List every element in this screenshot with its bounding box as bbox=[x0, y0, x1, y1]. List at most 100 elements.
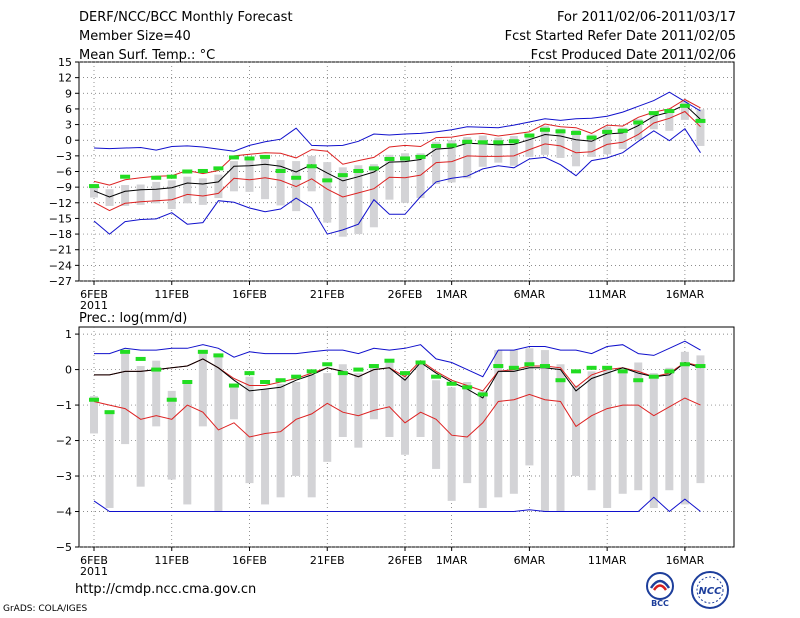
precipitation-xtick-6FEB: 6FEB bbox=[80, 554, 108, 567]
temperature-observed-12 bbox=[275, 168, 286, 173]
temperature-bar-18 bbox=[369, 164, 378, 228]
precipitation-bar-39 bbox=[696, 355, 705, 484]
temperature-ytick-0: 0 bbox=[65, 134, 72, 147]
temperature-ytick--21: −21 bbox=[49, 244, 72, 257]
temperature-observed-30 bbox=[555, 129, 566, 134]
temperature-observed-25 bbox=[477, 140, 488, 145]
temperature-observed-18 bbox=[368, 166, 379, 171]
temperature-bar-1 bbox=[105, 189, 114, 206]
precipitation-ytick-1: 1 bbox=[65, 328, 72, 341]
precipitation-bar-14 bbox=[307, 374, 316, 498]
temperature-bar-39 bbox=[696, 109, 705, 146]
temperature-xtick-11FEB: 11FEB bbox=[154, 288, 189, 301]
temperature-observed-4 bbox=[151, 175, 162, 180]
precipitation-xtick-year: 2011 bbox=[80, 565, 108, 578]
temperature-bar-2 bbox=[121, 185, 130, 206]
temperature-ytick-3: 3 bbox=[65, 119, 72, 132]
precipitation-observed-22 bbox=[431, 374, 442, 379]
precipitation-bar-8 bbox=[214, 353, 223, 512]
temperature-observed-26 bbox=[493, 140, 504, 145]
member-size: Member Size=40 bbox=[79, 29, 191, 44]
temperature-bar-15 bbox=[323, 162, 332, 223]
temperature-observed-15 bbox=[322, 178, 333, 183]
precipitation-observed-27 bbox=[508, 365, 519, 370]
precipitation-bar-5 bbox=[167, 390, 176, 480]
precipitation-xtick-16FEB: 16FEB bbox=[232, 554, 267, 567]
precipitation-observed-18 bbox=[368, 364, 379, 369]
precipitation-observed-5 bbox=[166, 397, 177, 402]
precipitation-observed-4 bbox=[151, 367, 162, 372]
temperature-observed-2 bbox=[120, 174, 131, 179]
precipitation-bar-24 bbox=[463, 382, 472, 484]
precipitation-observed-24 bbox=[462, 385, 473, 390]
temperature-observed-19 bbox=[384, 156, 395, 161]
temperature-bar-3 bbox=[136, 184, 145, 205]
temperature-observed-14 bbox=[306, 164, 317, 169]
temperature-ytick-6: 6 bbox=[65, 103, 72, 116]
precipitation-observed-38 bbox=[679, 362, 690, 367]
temperature-bar-17 bbox=[354, 165, 363, 235]
precipitation-observed-36 bbox=[648, 374, 659, 379]
precipitation-bar-21 bbox=[416, 364, 425, 437]
precipitation-bar-4 bbox=[152, 360, 161, 427]
temperature-bar-31 bbox=[572, 129, 581, 167]
temperature-min-line bbox=[93, 127, 701, 235]
ncc-logo: NCC bbox=[691, 571, 729, 609]
precip-title: Prec.: log(mm/d) bbox=[79, 311, 187, 326]
temperature-ytick--9: −9 bbox=[56, 181, 72, 194]
precipitation-ytick--3: −3 bbox=[56, 470, 72, 483]
precipitation-bar-9 bbox=[229, 387, 238, 420]
temperature-bar-9 bbox=[229, 161, 238, 192]
temperature-ytick-9: 9 bbox=[65, 87, 72, 100]
temperature-bar-8 bbox=[214, 174, 223, 199]
precipitation-max-line bbox=[94, 340, 701, 378]
precipitation-ytick--2: −2 bbox=[56, 435, 72, 448]
precipitation-ytick--4: −4 bbox=[56, 506, 72, 519]
forecast-period: For 2011/02/06-2011/03/17 bbox=[557, 10, 736, 25]
precipitation-observed-7 bbox=[197, 349, 208, 354]
temperature-xtick-1MAR: 1MAR bbox=[436, 288, 468, 301]
precipitation-bar-7 bbox=[198, 353, 207, 427]
precipitation-observed-17 bbox=[353, 367, 364, 372]
precipitation-bar-22 bbox=[432, 380, 441, 469]
temperature-bar-14 bbox=[307, 155, 316, 192]
precipitation-bar-35 bbox=[634, 362, 643, 491]
temperature-observed-5 bbox=[166, 174, 177, 179]
precipitation-observed-31 bbox=[571, 369, 582, 374]
temperature-observed-22 bbox=[431, 143, 442, 148]
temperature-bar-21 bbox=[416, 153, 425, 199]
temperature-bar-5 bbox=[167, 180, 176, 210]
precipitation-observed-14 bbox=[306, 369, 317, 374]
temperature-ytick--18: −18 bbox=[49, 228, 72, 241]
temperature-bar-24 bbox=[463, 137, 472, 179]
precipitation-bar-17 bbox=[354, 373, 363, 448]
precipitation-bar-29 bbox=[540, 350, 549, 512]
precipitation-bar-16 bbox=[338, 364, 347, 437]
temperature-xtick-6MAR: 6MAR bbox=[514, 288, 546, 301]
temperature-observed-37 bbox=[664, 109, 675, 114]
temperature-bar-34 bbox=[618, 127, 627, 150]
temperature-ytick--3: −3 bbox=[56, 150, 72, 163]
precipitation-bar-2 bbox=[121, 351, 130, 445]
temperature-observed-35 bbox=[633, 120, 644, 125]
temperature-observed-34 bbox=[617, 128, 628, 133]
precipitation-observed-34 bbox=[617, 369, 628, 374]
precipitation-observed-1 bbox=[104, 410, 115, 415]
temperature-bar-7 bbox=[198, 178, 207, 205]
precipitation-observed-30 bbox=[555, 378, 566, 383]
ncc-logo-text: NCC bbox=[698, 586, 722, 597]
precipitation-observed-13 bbox=[291, 374, 302, 379]
temperature-observed-11 bbox=[260, 154, 271, 159]
precipitation-bar-18 bbox=[369, 366, 378, 420]
precipitation-min-line bbox=[93, 496, 701, 513]
temperature-max-line bbox=[93, 91, 701, 152]
source-url[interactable]: http://cmdp.ncc.cma.gov.cn bbox=[75, 582, 257, 597]
temperature-xtick-21FEB: 21FEB bbox=[310, 288, 345, 301]
precipitation-bar-3 bbox=[136, 366, 145, 487]
precipitation-bar-11 bbox=[261, 389, 270, 505]
temperature-ytick--27: −27 bbox=[49, 275, 72, 288]
temperature-ytick-15: 15 bbox=[58, 56, 72, 69]
precipitation-bar-13 bbox=[292, 382, 301, 477]
temperature-ytick-12: 12 bbox=[58, 72, 72, 85]
